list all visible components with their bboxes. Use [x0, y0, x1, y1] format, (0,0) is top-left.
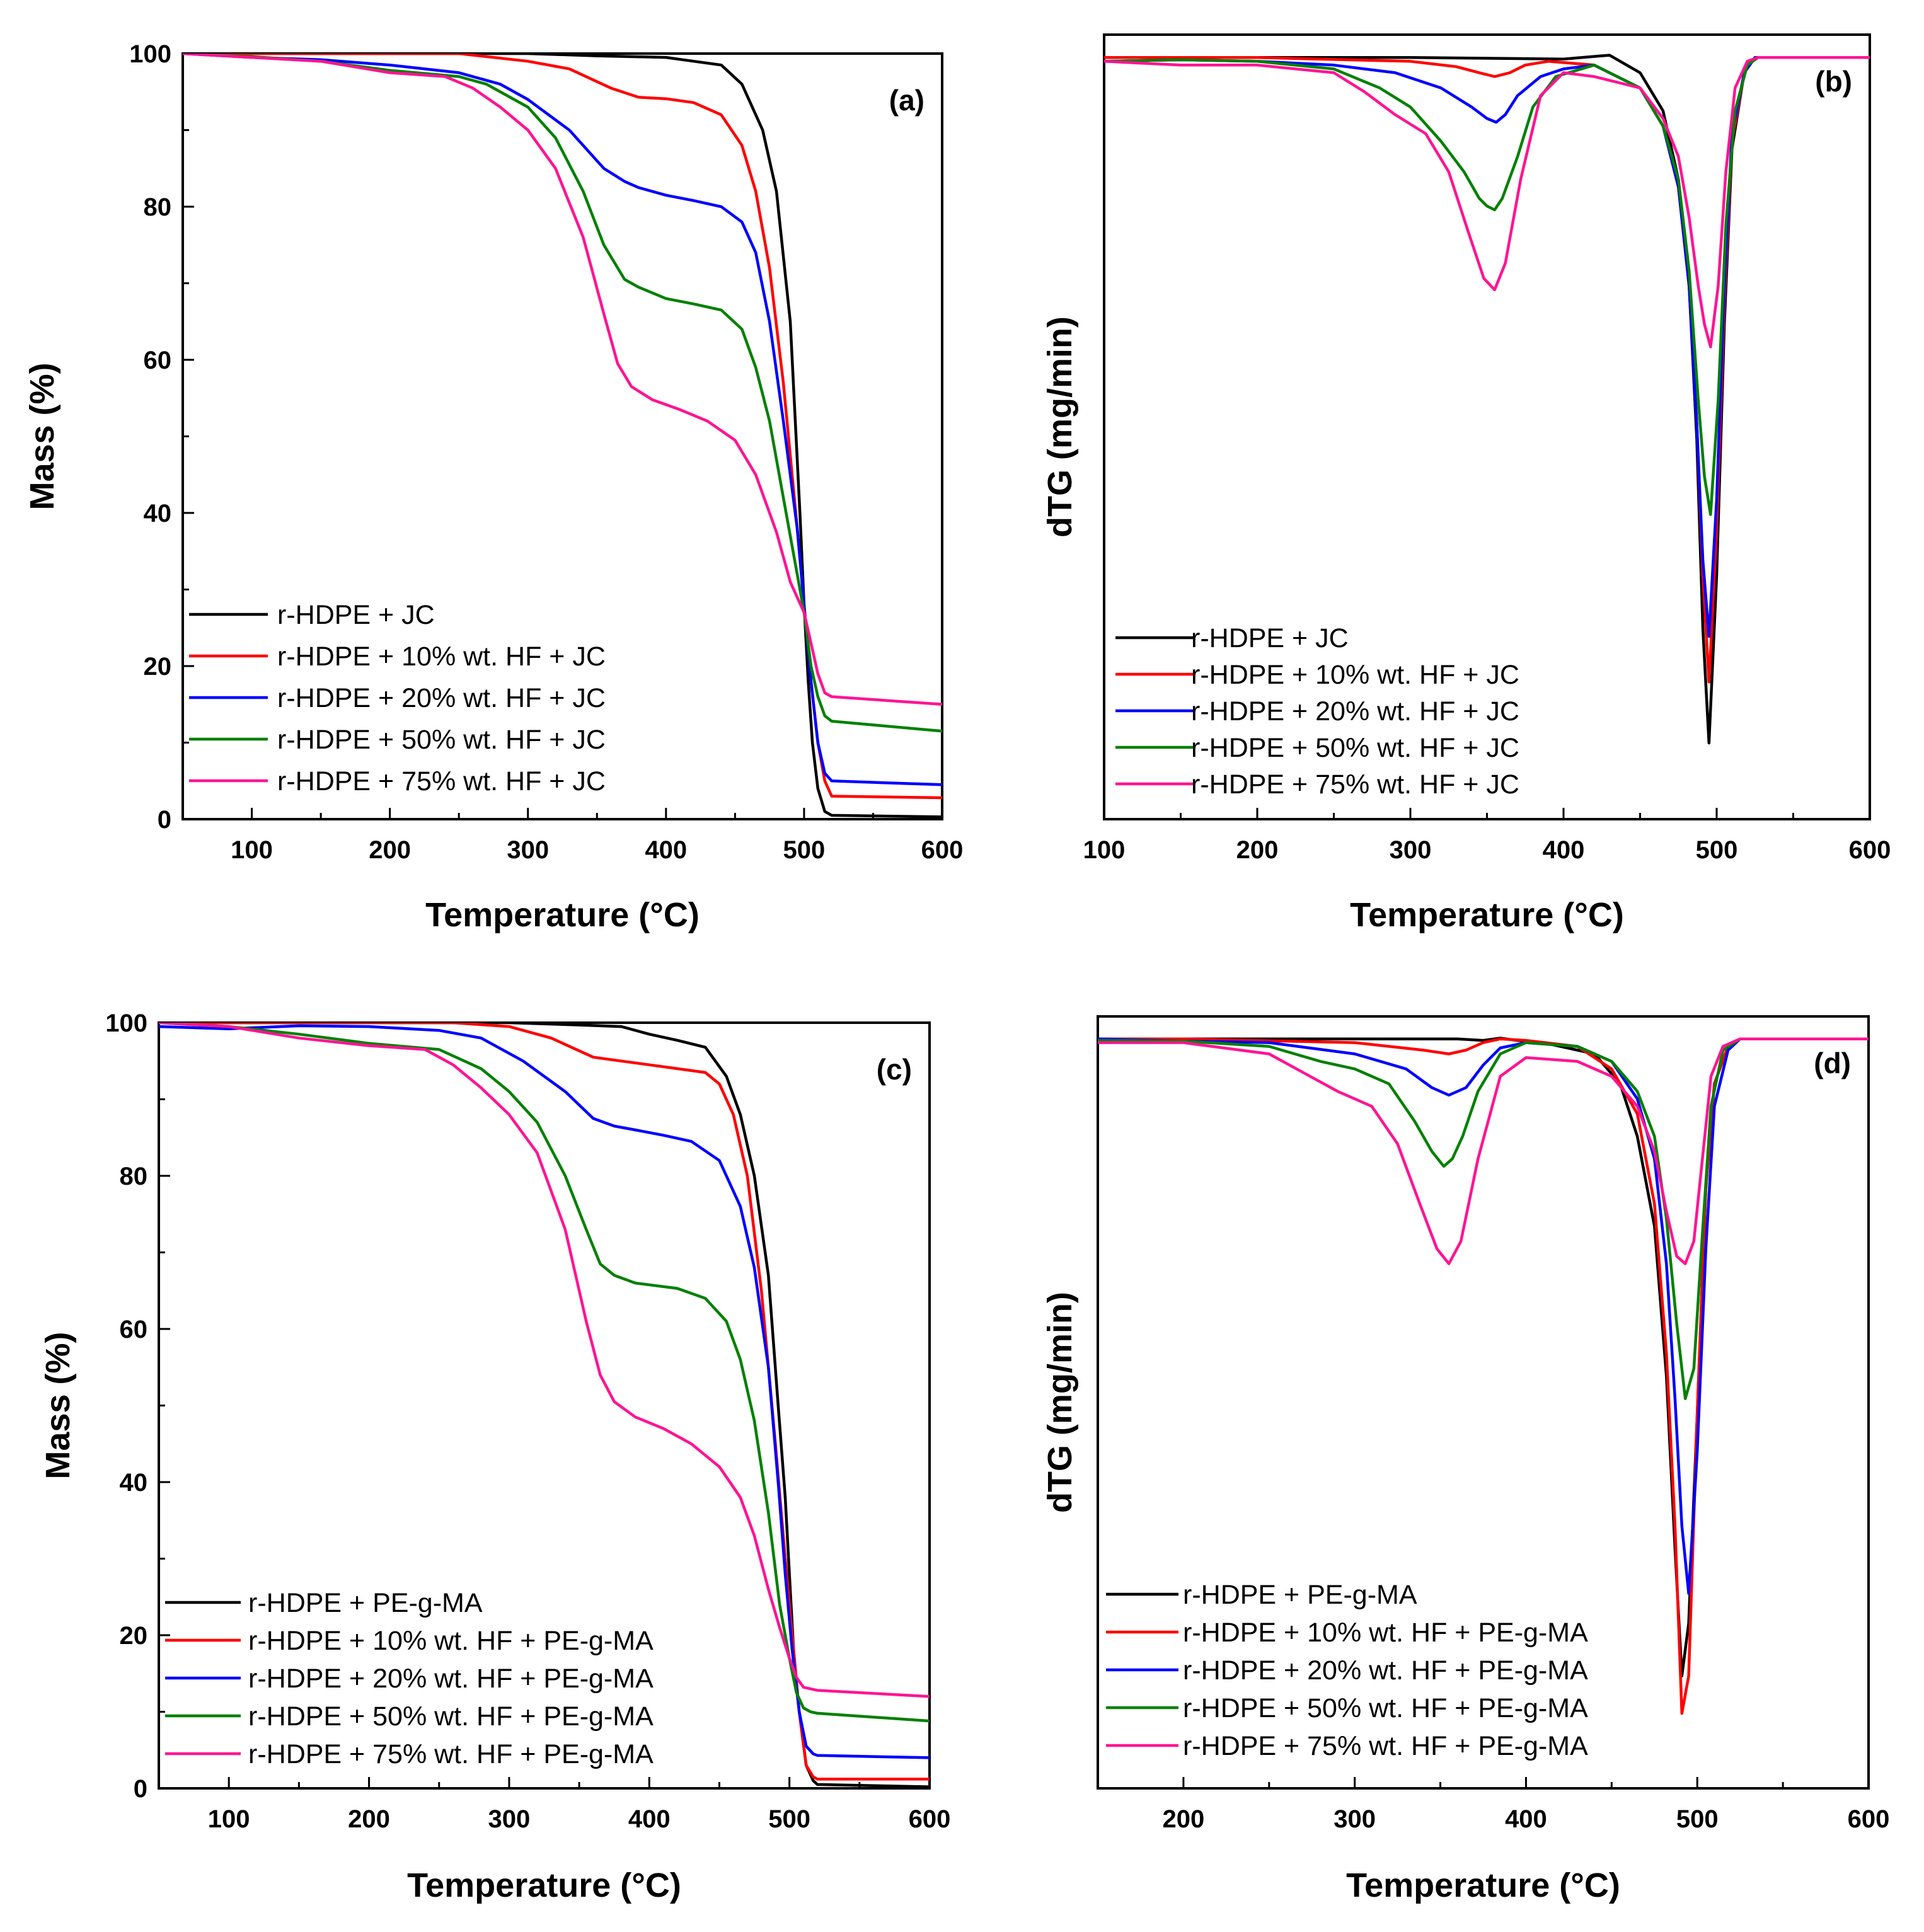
y-axis-title: Mass (%) [39, 1331, 77, 1479]
legend-label-1: r-HDPE + JC [1191, 623, 1349, 653]
x-tick-label: 600 [921, 836, 964, 864]
x-tick-label: 500 [1696, 836, 1738, 864]
legend-label-3: r-HDPE + 20% wt. HF + JC [277, 683, 606, 713]
panel-c: 100 200 300 400 500 600 0 20 40 60 80 100 Temperatur… [39, 1009, 950, 1904]
series-line-5 [159, 1023, 930, 1698]
legend-label-5: r-HDPE + 75% wt. HF + JC [1191, 769, 1519, 800]
legend-label-1: r-HDPE + JC [277, 600, 435, 630]
y-tick-label: 60 [144, 347, 172, 374]
x-tick-label: 500 [768, 1805, 810, 1833]
x-tick-label: 500 [1676, 1805, 1719, 1833]
legend: r-HDPE + JC r-HDPE + 10% wt. HF + JC r-HDP… [1115, 623, 1519, 800]
series-line-4 [183, 54, 942, 733]
legend-label-5: r-HDPE + 75% wt. HF + JC [277, 766, 606, 796]
panel-label: (c) [877, 1053, 912, 1086]
legend-label-3: r-HDPE + 20% wt. HF + PE-g-MA [1183, 1655, 1588, 1686]
series-line-4 [159, 1023, 930, 1723]
x-tick-label: 300 [1334, 1805, 1376, 1833]
y-tick-label: 40 [120, 1469, 148, 1497]
series-group [1104, 54, 1870, 745]
panel-a: 100 200 300 400 500 600 0 20 40 60 80 100 Temperatur… [23, 40, 963, 934]
panel-label: (a) [889, 84, 925, 117]
x-tick-label: 300 [1390, 836, 1432, 864]
panel-b: 100 200 300 400 500 600 Temperature (°C) dTG (m… [1041, 33, 1891, 934]
x-tick-label: 400 [645, 836, 687, 864]
legend-label-2: r-HDPE + 10% wt. HF + JC [277, 641, 606, 672]
panel-d: 200 300 400 500 600 Temperature (°C) dTG (mg/m… [1041, 1015, 1890, 1904]
y-axis-title: dTG (mg/min) [1041, 316, 1079, 538]
series-line-5 [183, 54, 942, 706]
x-tick-label: 400 [628, 1805, 671, 1833]
y-tick-label: 80 [144, 193, 172, 221]
legend-label-4: r-HDPE + 50% wt. HF + PE-g-MA [1183, 1693, 1588, 1723]
series-group [159, 1023, 930, 1788]
legend: r-HDPE + PE-g-MA r-HDPE + 10% wt. HF + PE… [165, 1588, 654, 1769]
series-line-3 [1104, 56, 1870, 638]
y-tick-label: 40 [144, 500, 172, 527]
series-line-3 [183, 54, 942, 786]
x-axis-title: Temperature (°C) [1346, 1866, 1620, 1904]
y-tick-label: 20 [120, 1622, 148, 1650]
panel-label: (d) [1814, 1047, 1851, 1079]
series-line-5 [1098, 1037, 1869, 1265]
legend-label-5: r-HDPE + 75% wt. HF + PE-g-MA [248, 1739, 654, 1769]
plot-frame [1097, 1015, 1870, 1790]
x-tick-label: 500 [783, 836, 826, 864]
y-axis-title: dTG (mg/min) [1041, 1292, 1079, 1513]
series-line-4 [1104, 56, 1870, 516]
x-tick-label: 600 [909, 1805, 951, 1833]
legend-label-1: r-HDPE + PE-g-MA [248, 1588, 483, 1618]
series-line-4 [1098, 1037, 1869, 1400]
x-tick-label: 300 [507, 836, 549, 864]
y-tick-label: 0 [134, 1775, 147, 1803]
x-tick-label: 100 [1083, 836, 1126, 864]
x-tick-label: 100 [208, 1805, 250, 1833]
legend-label-1: r-HDPE + PE-g-MA [1183, 1580, 1417, 1610]
y-tick-label: 100 [105, 1009, 147, 1037]
series-line-3 [1098, 1037, 1869, 1596]
x-axis-title: Temperature (°C) [407, 1866, 681, 1904]
x-tick-label: 400 [1505, 1805, 1547, 1833]
legend: r-HDPE + PE-g-MA r-HDPE + 10% wt. HF + PE… [1106, 1580, 1588, 1761]
x-tick-label: 200 [348, 1805, 390, 1833]
legend-label-2: r-HDPE + 10% wt. HF + PE-g-MA [248, 1626, 654, 1656]
x-tick-label: 300 [488, 1805, 531, 1833]
x-tick-label: 100 [231, 836, 273, 864]
x-tick-label: 600 [1848, 1805, 1890, 1833]
y-axis-title: Mass (%) [23, 362, 61, 510]
y-tick-label: 80 [120, 1163, 148, 1190]
y-tick-label: 20 [144, 653, 172, 681]
x-axis-title: Temperature (°C) [1350, 896, 1624, 934]
legend-label-4: r-HDPE + 50% wt. HF + PE-g-MA [248, 1701, 654, 1732]
x-axis-title: Temperature (°C) [425, 896, 700, 934]
panel-label: (b) [1815, 65, 1852, 98]
series-group [1098, 1037, 1869, 1715]
legend: r-HDPE + JC r-HDPE + 10% wt. HF + JC r-HDP… [189, 600, 606, 796]
series-line-3 [159, 1024, 930, 1759]
legend-label-2: r-HDPE + 10% wt. HF + JC [1191, 660, 1519, 690]
y-tick-label: 100 [129, 40, 171, 68]
x-tick-label: 200 [1163, 1805, 1205, 1833]
series-line-5 [1104, 56, 1870, 348]
legend-label-5: r-HDPE + 75% wt. HF + PE-g-MA [1183, 1731, 1588, 1761]
legend-label-3: r-HDPE + 20% wt. HF + JC [1191, 696, 1519, 727]
y-tick-label: 0 [158, 806, 171, 834]
legend-label-3: r-HDPE + 20% wt. HF + PE-g-MA [248, 1664, 654, 1694]
legend-label-4: r-HDPE + 50% wt. HF + JC [277, 725, 606, 755]
series-line-1 [183, 54, 942, 819]
legend-label-4: r-HDPE + 50% wt. HF + JC [1191, 733, 1519, 763]
x-tick-label: 200 [1236, 836, 1279, 864]
y-tick-label: 60 [120, 1316, 148, 1343]
series-group [183, 54, 942, 819]
x-tick-label: 400 [1543, 836, 1585, 864]
x-tick-label: 200 [369, 836, 411, 864]
series-line-2 [1104, 56, 1870, 684]
x-tick-label: 600 [1849, 836, 1891, 864]
legend-label-2: r-HDPE + 10% wt. HF + PE-g-MA [1183, 1618, 1588, 1648]
